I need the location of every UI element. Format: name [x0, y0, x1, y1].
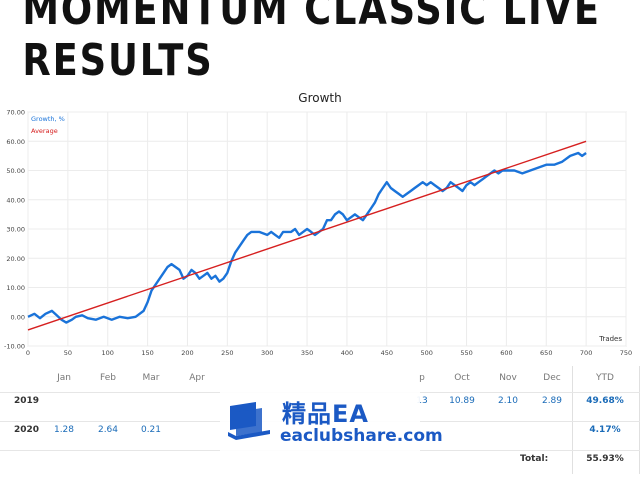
x-tick-label: 500 [420, 349, 432, 357]
axis-layer: -10.00 0.00 10.00 20.00 30.00 40.00 50.00 60.00… [4, 109, 632, 358]
total-value: 55.93% [586, 454, 624, 464]
banner-title: MOMENTUM CLASSIC LIVE RESULTS [22, 0, 601, 86]
month-value: 2.64 [97, 425, 119, 435]
growth-series-line [27, 151, 587, 324]
y-tick-label: 40.00 [6, 196, 25, 204]
legend: Growth, % Average [31, 115, 65, 135]
x-tick-label: 600 [500, 349, 512, 357]
x-tick-label: 550 [460, 349, 472, 357]
x-tick-label: 300 [261, 349, 273, 357]
ytd-value: 49.68% [586, 396, 624, 406]
y-tick-label: 70.00 [6, 109, 25, 117]
month-header: Feb [100, 373, 116, 383]
total-row: Total: 55.93% [0, 450, 640, 471]
x-tick-label: 650 [540, 349, 552, 357]
x-tick-label: 750 [620, 349, 632, 357]
x-tick-label: 100 [102, 349, 114, 357]
y-tick-label: 60.00 [6, 138, 25, 146]
x-tick-label: 50 [64, 349, 72, 357]
month-header: Nov [499, 373, 517, 383]
growth-chart: Growth -10.00 0.00 10.00 20.00 30.00 40.00 50.… [4, 91, 632, 358]
y-tick-label: -10.00 [4, 343, 25, 351]
average-series-line [27, 140, 587, 331]
y-tick-label: 50.00 [6, 167, 25, 175]
ytd-value: 4.17% [589, 425, 621, 435]
month-value: 0.21 [140, 425, 162, 435]
row-year: 2020 [14, 425, 40, 435]
watermark-url-text: eaclubshare.com [280, 426, 443, 446]
x-tick-label: 700 [580, 349, 592, 357]
month-header: p [419, 373, 425, 383]
x-tick-label: 250 [221, 349, 233, 357]
y-tick-label: 10.00 [6, 284, 25, 292]
total-label: Total: [520, 454, 549, 464]
month-header: Apr [189, 373, 205, 383]
y-tick-label: 20.00 [6, 255, 25, 263]
x-axis-label: Trades [598, 335, 622, 343]
month-value: 10.89 [449, 396, 475, 406]
row-year: 2019 [14, 396, 40, 406]
month-value: 13 [416, 396, 428, 406]
x-tick-label: 350 [301, 349, 313, 357]
x-tick-label: 0 [26, 349, 30, 357]
month-header: Oct [454, 373, 470, 383]
month-header: Dec [543, 373, 561, 383]
banner: MOMENTUM CLASSIC LIVE RESULTS [0, 0, 640, 86]
y-tick-label: 0.00 [11, 313, 25, 321]
book-stack-icon [228, 402, 270, 440]
y-tick-label: 30.00 [6, 226, 25, 234]
month-value: 2.89 [541, 396, 563, 406]
month-value: 1.28 [53, 425, 75, 435]
legend-item: Average [31, 127, 58, 135]
watermark-logo: 精品EA eaclubshare.com [220, 386, 443, 452]
series-layer [27, 140, 587, 331]
month-value: 2.10 [497, 396, 519, 406]
grid-layer [27, 111, 627, 347]
table-header-row: Jan Feb Mar Apr p Oct Nov Dec YTD [0, 370, 640, 390]
month-header: Jan [57, 373, 71, 383]
x-tick-label: 400 [341, 349, 353, 357]
ytd-header: YTD [596, 373, 614, 383]
x-tick-label: 450 [381, 349, 393, 357]
x-tick-label: 150 [141, 349, 153, 357]
watermark-cn-text: 精品EA [282, 400, 369, 428]
x-tick-label: 200 [181, 349, 193, 357]
legend-item: Growth, % [31, 115, 65, 123]
chart-title: Growth [298, 91, 341, 105]
month-header: Mar [142, 373, 160, 383]
